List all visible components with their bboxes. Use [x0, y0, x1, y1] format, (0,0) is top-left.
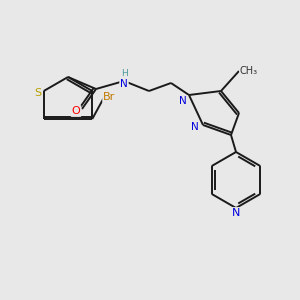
- Text: S: S: [34, 88, 41, 98]
- Text: N: N: [179, 96, 187, 106]
- Text: H: H: [121, 70, 128, 79]
- Text: N: N: [232, 208, 240, 218]
- Text: Br: Br: [103, 92, 116, 102]
- Text: O: O: [72, 106, 80, 116]
- Text: N: N: [191, 122, 199, 132]
- Text: CH₃: CH₃: [240, 66, 258, 76]
- Text: N: N: [120, 79, 128, 89]
